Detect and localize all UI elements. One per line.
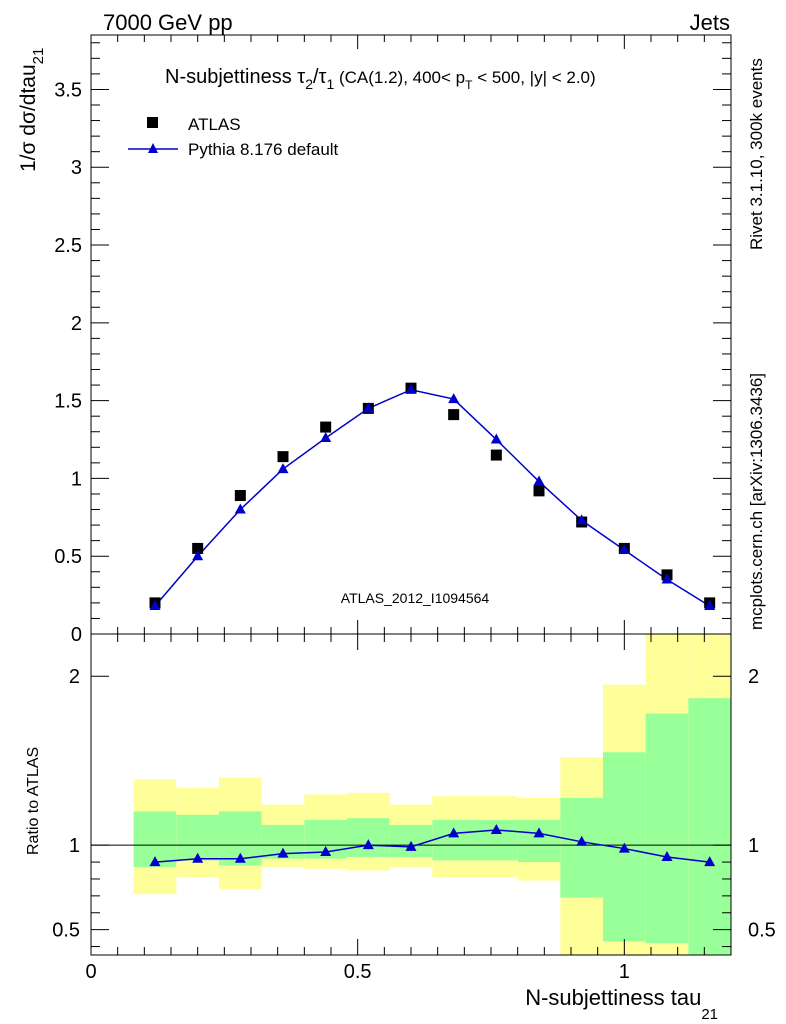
legend: ATLAS Pythia 8.176 default (128, 115, 339, 159)
x-tick-label: 0 (85, 961, 96, 983)
analysis-label: ATLAS_2012_I1094564 (341, 590, 490, 606)
ratio-bands (133, 634, 731, 955)
pythia-point (704, 599, 716, 610)
pythia-point (405, 383, 417, 394)
ratio-band-green (560, 797, 603, 898)
legend-pythia-marker (148, 143, 158, 153)
ratio-pythia-point (448, 827, 460, 838)
ratio-band-green (645, 713, 689, 944)
ratio-frame (90, 633, 732, 956)
pythia-point (490, 433, 502, 444)
ratio-pythia-line (154, 829, 710, 863)
atlas-point (277, 451, 289, 463)
main-series (149, 382, 716, 610)
pythia-point (192, 550, 204, 561)
ratio-y-tick-label-right: 2 (748, 666, 759, 688)
ratio-pythia-point (490, 823, 502, 834)
pythia-point (576, 514, 588, 525)
main-panel: 0.5 1 1.5 2 2.5 3 3.5 0 N-subjettiness τ2/τ1 (C… (17, 34, 732, 646)
atlas-point (448, 409, 460, 421)
main-title: N-subjettiness τ2/τ1 (CA(1.2), 400< pT <… (165, 66, 596, 92)
atlas-point (320, 421, 332, 433)
ratio-axis-ticks: 0.5 0.51 12 20 0.5 1 (52, 634, 776, 983)
x-tick-label: 0.5 (344, 961, 372, 983)
pythia-point (277, 463, 289, 474)
atlas-point (490, 449, 502, 461)
atlas-point (234, 490, 246, 502)
ratio-pythia-point (704, 856, 716, 867)
ratio-band-green (517, 819, 561, 863)
pythia-point (661, 573, 673, 584)
ratio-pythia-point (234, 852, 246, 863)
main-y-tick-label: 0.5 (54, 546, 82, 568)
ratio-band-green (347, 818, 390, 858)
main-axis-ticks: 0.5 1 1.5 2 2.5 3 3.5 0 (54, 35, 731, 646)
ratio-y-axis-label: Ratio to ATLAS (25, 747, 42, 855)
ratio-pythia-point (661, 851, 673, 862)
pythia-point (234, 503, 246, 514)
x-tick-label: 1 (619, 961, 630, 983)
ratio-band-green (688, 698, 731, 955)
x-axis-label: N-subjettiness tau21 (525, 985, 718, 1023)
pythia-point (362, 402, 374, 413)
main-y-tick-label-zero: 0 (71, 624, 82, 646)
ratio-y-tick-label-right: 0.5 (748, 920, 776, 942)
main-y-tick-label: 1 (71, 468, 82, 490)
legend-pythia-label: Pythia 8.176 default (188, 140, 339, 159)
ratio-pythia-point (533, 827, 545, 838)
pythia-point (149, 599, 161, 610)
pythia-point (320, 431, 332, 442)
main-y-axis-label: 1/σ dσ/dtau21 (17, 48, 47, 172)
ratio-pythia-point (192, 852, 204, 863)
source-info-label: mcplots.cern.ch [arXiv:1306.3436] (747, 373, 766, 630)
pythia-line (154, 388, 711, 607)
ratio-y-tick-label-left: 1 (69, 835, 80, 857)
ratio-y-tick-label-left: 0.5 (52, 920, 80, 942)
main-frame (90, 34, 732, 635)
ratio-pythia-point (405, 840, 417, 851)
ratio-pythia-point (277, 847, 289, 858)
ratio-panel: 0.5 0.51 12 20 0.5 1 Ratio to ATLAS N-subjett… (25, 633, 776, 1023)
atlas-point (192, 542, 204, 554)
main-y-tick-label: 3 (71, 157, 82, 179)
legend-atlas-marker (147, 117, 158, 128)
process-label: Jets (690, 10, 730, 35)
pythia-point (448, 393, 460, 404)
energy-label: 7000 GeV pp (103, 10, 233, 35)
ratio-series (149, 823, 716, 867)
pythia-point (618, 543, 630, 554)
ratio-y-tick-label-left: 2 (69, 666, 80, 688)
rivet-info-label: Rivet 3.1.10, 300k events (747, 58, 766, 250)
main-y-tick-label: 3.5 (54, 79, 82, 101)
main-y-tick-label: 2 (71, 313, 82, 335)
ratio-y-tick-label-right: 1 (748, 835, 759, 857)
ratio-pythia-point (149, 856, 161, 867)
atlas-point (533, 485, 545, 497)
pythia-point (533, 475, 545, 486)
ratio-pythia-point (320, 845, 332, 856)
ratio-pythia-point (618, 842, 630, 853)
main-y-tick-label: 2.5 (54, 235, 82, 257)
legend-atlas-label: ATLAS (188, 115, 241, 134)
ratio-band-green (432, 819, 475, 861)
ratio-pythia-point (362, 839, 374, 850)
ratio-pythia-point (576, 835, 588, 846)
main-y-tick-label: 1.5 (54, 391, 82, 413)
